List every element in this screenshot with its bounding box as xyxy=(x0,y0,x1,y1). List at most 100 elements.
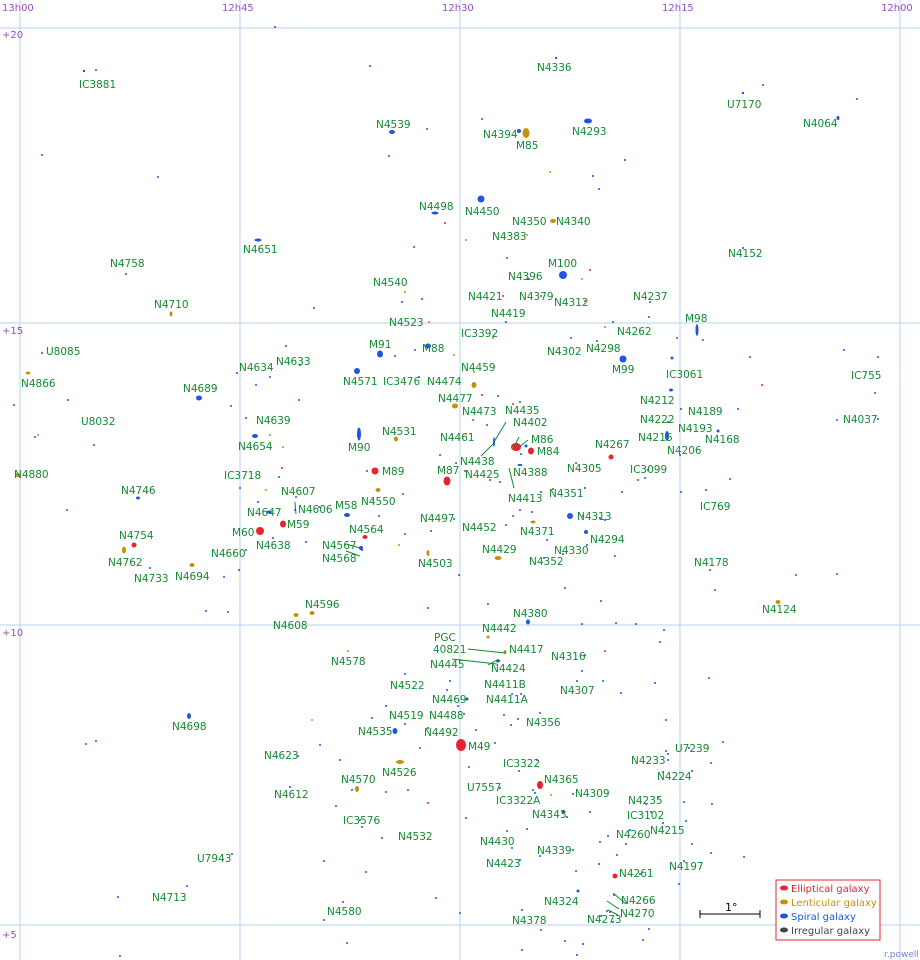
galaxy-marker xyxy=(877,356,879,358)
field-galaxy-marker xyxy=(665,750,667,752)
galaxy-label: U8032 xyxy=(81,416,115,428)
galaxy-label: N4488 xyxy=(429,710,464,722)
galaxy-marker xyxy=(536,759,538,761)
galaxy-marker xyxy=(256,527,264,535)
leader-line xyxy=(508,467,515,489)
field-galaxy-marker xyxy=(722,741,724,743)
galaxy-marker xyxy=(584,487,586,489)
field-galaxy-marker xyxy=(749,356,751,358)
galaxy-marker xyxy=(354,368,360,374)
field-galaxy-marker xyxy=(581,623,583,625)
galaxy-label: N4206 xyxy=(667,445,702,457)
field-galaxy-marker xyxy=(494,742,496,744)
field-galaxy-marker xyxy=(239,487,241,489)
field-galaxy-marker xyxy=(351,789,353,791)
field-galaxy-marker xyxy=(564,587,566,589)
field-galaxy-marker xyxy=(657,796,659,798)
galaxy-label: N4498 xyxy=(419,201,454,213)
galaxy-marker xyxy=(705,489,707,491)
galaxy-marker xyxy=(667,759,669,761)
galaxy-marker xyxy=(494,556,502,560)
galaxy-label: N4237 xyxy=(633,291,668,303)
field-galaxy-marker xyxy=(642,939,644,941)
field-galaxy-marker xyxy=(446,689,448,691)
galaxy-label: M60 xyxy=(232,527,254,539)
field-galaxy-marker xyxy=(762,84,764,86)
galaxy-label: M87 xyxy=(437,465,459,477)
field-galaxy-marker xyxy=(255,384,257,386)
scale-bar: 1° xyxy=(699,901,761,918)
field-galaxy-marker xyxy=(624,159,626,161)
galaxy-marker xyxy=(453,518,455,520)
field-galaxy-marker xyxy=(430,530,432,532)
galaxy-marker xyxy=(15,473,21,477)
galaxy-label: N4564 xyxy=(349,524,384,536)
galaxy-marker xyxy=(644,477,646,479)
field-galaxy-marker xyxy=(449,680,451,682)
galaxy-label: N4394 xyxy=(483,129,518,141)
galaxy-marker xyxy=(499,787,501,789)
galaxy-marker xyxy=(41,352,43,354)
field-galaxy-marker xyxy=(385,791,387,793)
galaxy-marker xyxy=(530,520,536,524)
field-galaxy-marker xyxy=(663,629,665,631)
galaxy-marker xyxy=(716,429,720,433)
galaxy-marker xyxy=(361,549,363,551)
field-galaxy-marker xyxy=(702,339,704,341)
field-galaxy-marker xyxy=(274,26,276,28)
field-galaxy-marker xyxy=(519,509,521,511)
galaxy-label: N4459 xyxy=(461,362,496,374)
galaxy-marker xyxy=(361,826,363,828)
galaxy-label: N4445 xyxy=(430,659,465,671)
galaxy-label: U8085 xyxy=(46,346,80,358)
dec-label: +15 xyxy=(2,326,23,337)
galaxy-label: N4298 xyxy=(586,343,621,355)
galaxy-labels: N4336 IC3881 U7170 N4539 N4394 N4293 N4064 M85 N… xyxy=(14,62,881,927)
galaxy-marker xyxy=(269,376,271,378)
galaxy-label: IC3322A xyxy=(496,795,541,807)
field-galaxy-marker xyxy=(532,789,534,791)
galaxy-label: N4423 xyxy=(486,858,521,870)
galaxy-marker xyxy=(37,434,39,436)
galaxy-label: N4324 xyxy=(544,896,579,908)
field-galaxy-marker xyxy=(468,766,470,768)
field-galaxy-marker xyxy=(582,515,584,517)
field-galaxy-marker xyxy=(41,154,43,156)
galaxy-label: IC3576 xyxy=(343,815,380,827)
field-galaxy-marker xyxy=(465,239,467,241)
galaxy-marker xyxy=(381,837,383,839)
galaxy-marker xyxy=(572,793,574,795)
galaxy-label: N4396 xyxy=(508,271,543,283)
galaxy-label: N4571 xyxy=(343,376,378,388)
galaxy-label: N4430 xyxy=(480,836,515,848)
leader-line xyxy=(451,658,498,665)
field-galaxy-marker xyxy=(245,417,247,419)
galaxy-marker xyxy=(665,431,669,441)
galaxy-label: N4651 xyxy=(243,244,278,256)
field-galaxy-marker xyxy=(323,860,325,862)
galaxy-label: N4402 xyxy=(513,417,548,429)
field-galaxy-marker xyxy=(539,712,541,714)
field-galaxy-marker xyxy=(678,883,680,885)
field-galaxy-marker xyxy=(117,896,119,898)
field-galaxy-marker xyxy=(691,843,693,845)
galaxy-marker xyxy=(456,739,466,751)
field-galaxy-marker xyxy=(540,491,542,493)
galaxy-label: N4178 xyxy=(694,557,729,569)
galaxy-label: N4540 xyxy=(373,277,408,289)
galaxy-label: N4689 xyxy=(183,383,218,395)
galaxy-marker xyxy=(280,520,286,528)
galaxy-marker xyxy=(289,786,291,788)
axis-labels: 13h00 12h45 12h30 12h15 12h00 +20 +15 +1… xyxy=(2,3,913,941)
galaxy-label: IC3061 xyxy=(666,369,703,381)
galaxy-marker xyxy=(680,408,682,410)
field-galaxy-marker xyxy=(238,569,240,571)
field-galaxy-marker xyxy=(521,949,523,951)
galaxy-marker xyxy=(465,697,469,701)
galaxy-marker xyxy=(505,321,507,323)
galaxy-marker xyxy=(463,713,465,715)
field-galaxy-marker xyxy=(323,919,325,921)
galaxy-label: IC3718 xyxy=(224,470,261,482)
galaxy-marker xyxy=(526,278,530,280)
galaxy-marker xyxy=(543,557,545,559)
